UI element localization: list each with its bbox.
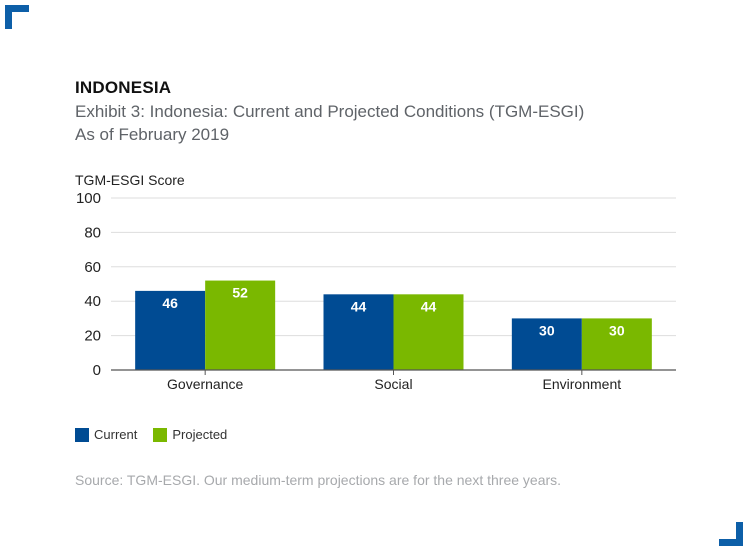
bar-value-label: 44 [351,298,367,314]
y-tick-label: 20 [84,328,101,345]
bar-projected-social [393,294,464,370]
y-tick-label: 100 [76,190,101,207]
legend-swatch-current [75,427,89,442]
legend-swatch-projected [153,427,168,442]
bar-projected-governance [205,280,276,370]
bar-value-label: 44 [421,298,437,314]
chart-legend: Current Projected [75,427,243,442]
bar-current-governance [135,290,206,370]
source-note: Source: TGM-ESGI. Our medium-term projec… [75,472,562,488]
bar-value-label: 30 [539,322,555,338]
region-heading: INDONESIA [75,78,172,97]
exhibit-title: Exhibit 3: Indonesia: Current and Projec… [75,102,585,144]
bar-value-label: 46 [162,295,178,311]
y-tick-label: 60 [84,259,101,276]
bar-projected-environment [581,318,652,370]
corner-mark-top-left-icon [5,5,29,29]
x-tick-label: Social [374,376,412,392]
y-tick-label: 0 [93,362,101,379]
legend-label-current: Current [94,427,138,442]
corner-mark-bottom-right-icon [719,522,743,546]
legend-label-projected: Projected [172,427,228,442]
x-tick-label: Governance [167,376,243,392]
y-axis-label: TGM-ESGI Score [75,172,185,188]
bar-current-environment [511,318,582,370]
legend-item-current: Current [75,427,137,442]
bar-current-social [323,294,394,370]
y-tick-label: 80 [84,224,101,241]
y-tick-label: 40 [84,293,101,310]
bar-value-label: 30 [609,322,625,338]
legend-item-projected: Projected [153,427,227,442]
x-tick-label: Environment [543,376,622,392]
bar-value-label: 52 [232,285,248,301]
